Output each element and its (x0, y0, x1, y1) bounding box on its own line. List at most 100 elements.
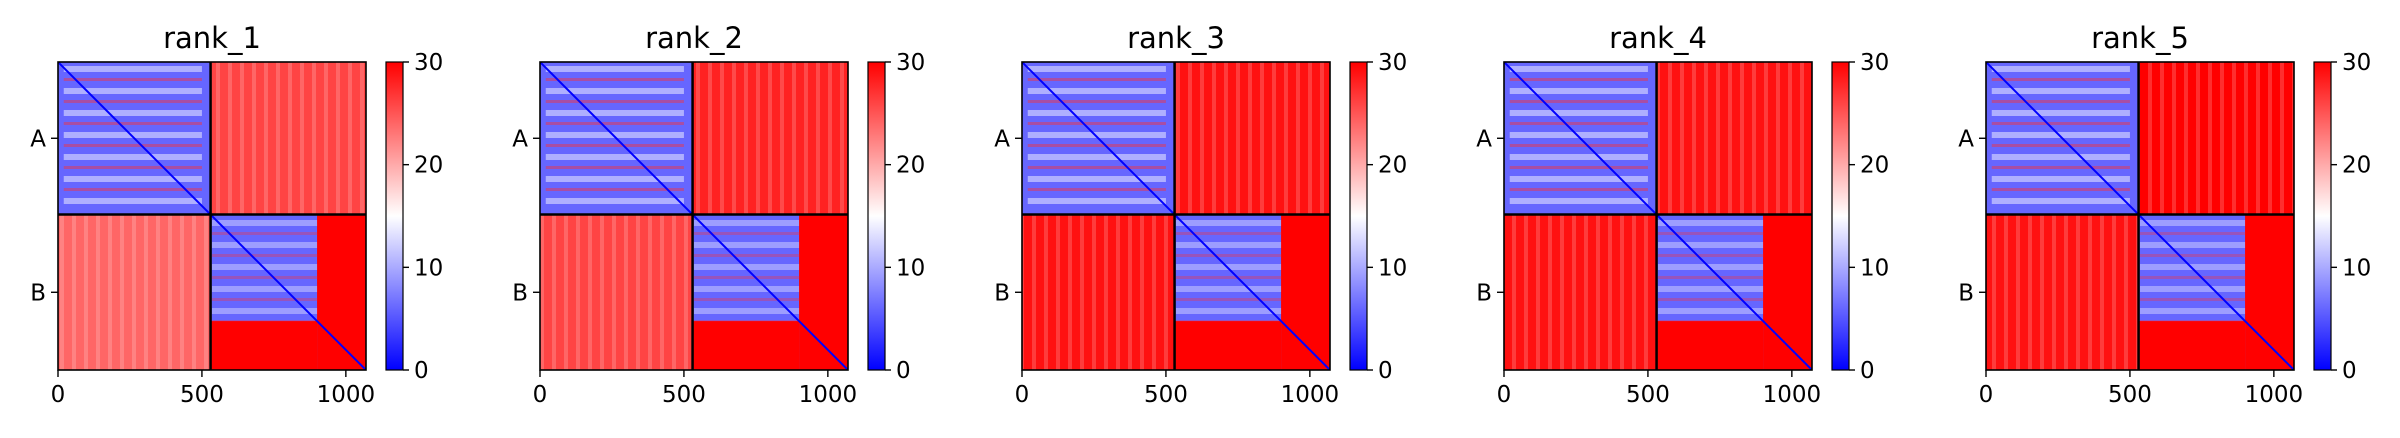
colorbar-tick-label: 30 (1860, 50, 1889, 76)
texture-ab (210, 62, 366, 215)
colorbar-tick-label: 10 (414, 255, 443, 281)
x-tick-label: 500 (662, 382, 706, 408)
colorbar-tick-label: 30 (2342, 50, 2371, 76)
x-tick-label: 500 (180, 382, 224, 408)
x-tick-label: 0 (1979, 382, 1994, 408)
diagonal-line (1504, 62, 1812, 370)
y-tick-label: A (30, 126, 46, 152)
colorbar-frame (1831, 61, 1850, 371)
chart-title: rank_3 (1127, 21, 1225, 55)
bb-tail-right (799, 214, 848, 370)
colorbar-tick-label: 0 (896, 358, 911, 384)
colorbar-tick-label: 20 (896, 153, 925, 179)
colorbar (2314, 62, 2331, 370)
x-tick-label: 1000 (2245, 382, 2304, 408)
axes-frame (539, 61, 849, 371)
axes-frame (1503, 61, 1813, 371)
heatmap-cells (540, 62, 848, 370)
colorbar-tick-label: 0 (2342, 358, 2357, 384)
x-tick-label: 0 (51, 382, 66, 408)
chart-title: rank_2 (645, 21, 743, 55)
texture-ba (58, 214, 211, 370)
bb-tail-bottom (1656, 321, 1764, 370)
y-tick-label: A (1958, 126, 1974, 152)
colorbar-tick-label: 20 (2342, 153, 2371, 179)
axes-frame (57, 61, 367, 371)
axes-frame (1021, 61, 1331, 371)
colorbar-tick-label: 20 (1378, 153, 1407, 179)
texture-ba (1022, 214, 1175, 370)
x-tick-label: 500 (1626, 382, 1670, 408)
colorbar-tick-label: 30 (896, 50, 925, 76)
pae-panel: rank_1 0 500 1000 A B 0 10 20 30 (30, 21, 443, 408)
texture-ba (540, 214, 693, 370)
diagonal-line (1986, 62, 2294, 370)
x-tick-label: 1000 (799, 382, 858, 408)
y-tick-label: A (1476, 126, 1492, 152)
colorbar (1832, 62, 1849, 370)
axes-frame (1985, 61, 2295, 371)
x-tick-label: 0 (533, 382, 548, 408)
colorbar-tick-label: 30 (1378, 50, 1407, 76)
pae-panel: rank_2 0 500 1000 A B 0 10 20 30 (512, 21, 925, 408)
colorbar-frame (385, 61, 404, 371)
colorbar-tick-label: 10 (1860, 255, 1889, 281)
pae-panel: rank_4 0 500 1000 A B 0 10 20 30 (1476, 21, 1889, 408)
chart-title: rank_5 (2091, 21, 2189, 55)
colorbar (1350, 62, 1367, 370)
colorbar-tick-label: 10 (1378, 255, 1407, 281)
bb-tail-right (2245, 214, 2294, 370)
colorbar-tick-label: 30 (414, 50, 443, 76)
texture-ab (1174, 62, 1330, 215)
bb-tail-bottom (2138, 321, 2246, 370)
bb-tail-right (317, 214, 366, 370)
heatmap-cells (1986, 62, 2294, 370)
y-tick-label: B (30, 280, 46, 306)
colorbar-tick-label: 20 (414, 153, 443, 179)
heatmap-cells (58, 62, 366, 370)
texture-ab (1656, 62, 1812, 215)
heatmap-cells (1504, 62, 1812, 370)
y-tick-label: B (1958, 280, 1974, 306)
chart-title: rank_4 (1609, 21, 1707, 55)
colorbar-frame (867, 61, 886, 371)
colorbar-tick-label: 0 (1378, 358, 1393, 384)
pae-panel: rank_3 0 500 1000 A B 0 10 20 30 (994, 21, 1407, 408)
y-tick-label: A (994, 126, 1010, 152)
texture-ab (692, 62, 848, 215)
y-tick-label: B (994, 280, 1010, 306)
y-tick-label: B (512, 280, 528, 306)
bb-tail-bottom (692, 321, 800, 370)
texture-ba (1986, 214, 2139, 370)
colorbar-frame (1349, 61, 1368, 371)
colorbar-tick-label: 10 (2342, 255, 2371, 281)
colorbar-tick-label: 20 (1860, 153, 1889, 179)
colorbar (386, 62, 403, 370)
heatmap-cells (1022, 62, 1330, 370)
chart-title: rank_1 (163, 21, 261, 55)
x-tick-label: 1000 (1281, 382, 1340, 408)
diagonal-line (58, 62, 366, 370)
texture-ba (1504, 214, 1657, 370)
diagonal-line (540, 62, 848, 370)
x-tick-label: 0 (1497, 382, 1512, 408)
colorbar-tick-label: 0 (414, 358, 429, 384)
colorbar (868, 62, 885, 370)
bb-tail-bottom (1174, 321, 1282, 370)
colorbar-tick-label: 10 (896, 255, 925, 281)
colorbar-frame (2313, 61, 2332, 371)
x-tick-label: 500 (1144, 382, 1188, 408)
x-tick-label: 1000 (317, 382, 376, 408)
x-tick-label: 1000 (1763, 382, 1822, 408)
bb-tail-bottom (210, 321, 318, 370)
y-tick-label: B (1476, 280, 1492, 306)
texture-ab (2138, 62, 2294, 215)
x-tick-label: 0 (1015, 382, 1030, 408)
bb-tail-right (1281, 214, 1330, 370)
colorbar-tick-label: 0 (1860, 358, 1875, 384)
diagonal-line (1022, 62, 1330, 370)
y-tick-label: A (512, 126, 528, 152)
x-tick-label: 500 (2108, 382, 2152, 408)
pae-panel: rank_5 0 500 1000 A B 0 10 20 30 (1958, 21, 2371, 408)
